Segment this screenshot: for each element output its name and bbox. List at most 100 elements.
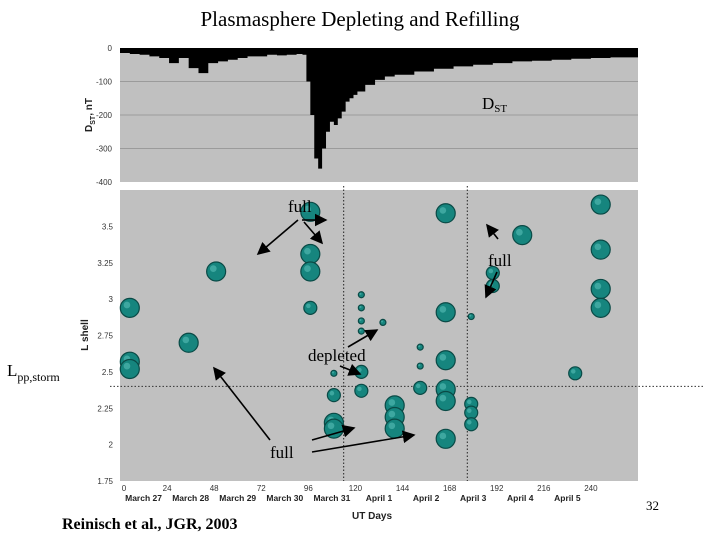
arrow-depleted-right [339,363,362,376]
dst-tick-label: -200 [96,111,113,120]
l-tick-label: 2.5 [102,368,114,377]
dst-tick-label: -300 [96,145,113,154]
dst-y-ticks: 0 -100 -200 -300 -400 [96,44,113,187]
arrow-full-to-left [256,219,299,256]
page-number: 32 [646,498,659,513]
data-point [467,312,475,321]
x-tick-label: 48 [210,484,219,493]
x-axis-label: UT Days [352,511,392,522]
l-tick-label: 1.75 [97,477,113,486]
data-point [435,203,456,224]
l-tick-label: 2.25 [97,404,113,413]
dst-gridlines [120,81,638,149]
data-point [416,343,424,351]
data-point [416,362,424,370]
x-tick-label: 168 [443,484,457,493]
data-point [384,418,405,439]
l-plot-background [120,190,638,481]
dst-area [120,48,638,169]
l-y-ticks: 1.75 2 2.25 2.5 2.75 3 3.25 3.5 [97,222,113,486]
data-point [300,243,321,265]
dst-annotation: DST [482,94,507,115]
data-point [119,297,140,318]
x-tick-label: 24 [163,484,172,493]
data-point [326,388,341,403]
l-tick-label: 3 [109,295,114,304]
x-tick-label: 192 [490,484,504,493]
data-point [357,327,365,335]
x-tick-label: 144 [396,484,410,493]
dst-tick-label: 0 [108,44,113,53]
citation: Reinisch et al., JGR, 2003 [62,516,238,533]
date-labels: March 27 March 28 March 29 March 30 March 31… [125,493,581,503]
data-point [413,380,428,395]
data-point [303,300,318,315]
dst-tick-label: -400 [96,178,113,187]
data-point [464,417,479,432]
l-tick-label: 2 [109,441,114,450]
data-point [300,261,321,282]
l-tick-label: 3.5 [102,222,114,231]
date-label: March 27 [125,493,162,503]
data-point [512,225,533,246]
x-tick-label: 120 [349,484,363,493]
date-label: March 29 [219,493,256,503]
arrow-depleted-up [347,329,379,348]
l-shell-panel: 1.75 2 2.25 2.5 2.75 3 3.25 3.5 0 24 48 72 96 120 144… [80,186,705,522]
data-point [330,369,338,377]
dst-tick-label: -100 [96,78,113,87]
date-label: April 2 [413,493,440,503]
data-point [119,358,140,380]
dst-y-axis-label: DST, nT [84,98,97,132]
data-point [435,302,456,323]
date-label: April 3 [460,493,487,503]
arrow-full-to-down [303,221,324,245]
l-shell-points [119,194,611,449]
arrow-full-right-up [486,223,499,240]
data-point [178,332,199,353]
arrow-full-bottom-left [213,366,271,441]
arrow-full-right-down [484,271,498,299]
data-point [435,390,456,412]
full-label-bottom: full [270,443,294,462]
data-point [435,350,456,371]
l-tick-label: 2.75 [97,332,113,341]
data-point [590,278,611,300]
arrow-full-bottom-mid [311,424,356,441]
data-point [590,239,611,260]
date-label: April 1 [366,493,393,503]
depleted-label: depleted [308,346,366,365]
l-tick-label: 3.25 [97,259,113,268]
data-point [357,291,365,299]
date-label: March 28 [172,493,209,503]
x-tick-label: 96 [304,484,313,493]
page-title: Plasmasphere Depleting and Refilling [200,7,520,31]
lpp-storm-label: Lpp,storm [7,361,60,384]
arrow-full-bottom-right [311,430,416,453]
date-label: March 30 [266,493,303,503]
date-label: April 5 [554,493,581,503]
date-label: April 4 [507,493,534,503]
data-point [590,297,611,318]
l-shell-axis-label: L shell [80,319,91,351]
data-point [357,317,365,325]
annotations: DST full full depleted full Lpp,storm [7,94,512,462]
data-point [354,383,369,398]
data-point [435,428,456,449]
x-tick-label: 240 [584,484,598,493]
data-point [357,304,365,312]
data-point [590,194,611,215]
x-tick-label: 0 [122,484,127,493]
full-label-top: full [288,197,312,216]
x-tick-label: 72 [257,484,266,493]
dst-panel: 0 -100 -200 -300 -400 DST, nT [84,44,638,187]
x-tick-labels: 0 24 48 72 96 120 144 168 192 216 240 [122,484,598,493]
data-point [568,366,583,381]
data-point [464,405,479,420]
x-tick-label: 216 [537,484,551,493]
data-point [206,261,227,282]
date-label: March 31 [313,493,350,503]
data-point [379,318,387,327]
full-label-right: full [488,251,512,270]
